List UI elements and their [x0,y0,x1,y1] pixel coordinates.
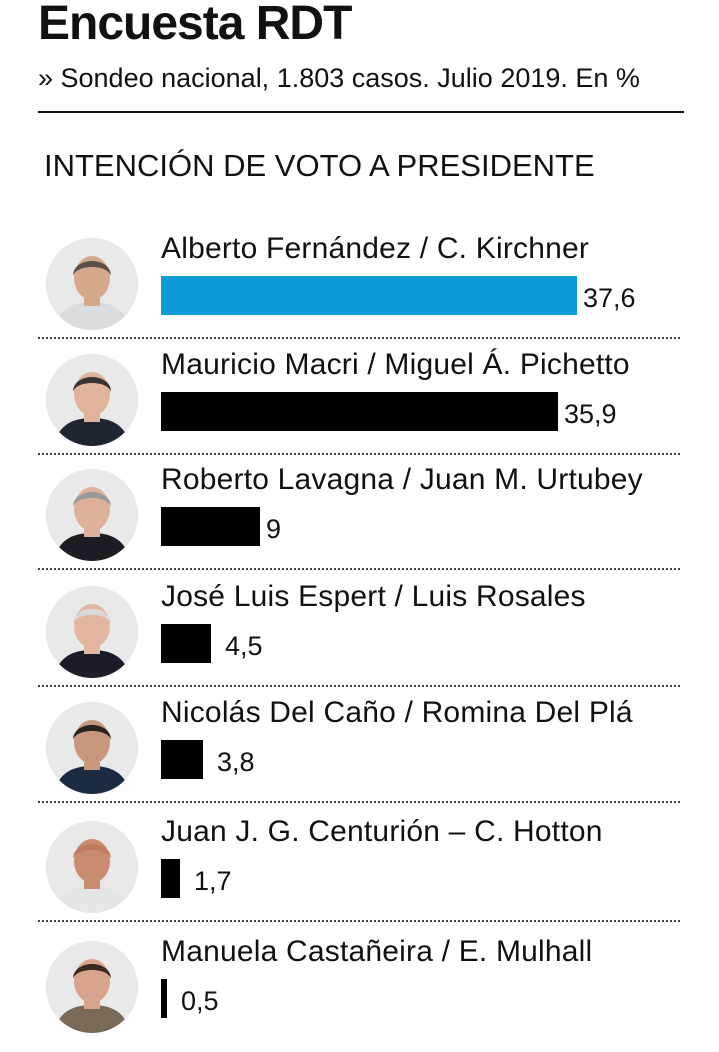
bar-value-label: 1,7 [194,866,232,896]
bar-value-label: 35,9 [564,399,617,429]
header-divider [38,111,684,113]
bar-category-label: Juan J. G. Centurión – C. Hotton [161,815,603,848]
bar-category-label: Nicolás Del Caño / Romina Del Plá [161,696,633,729]
chart-row: Juan J. G. Centurión – C. Hotton 1,7 [0,815,719,932]
row-separator [38,337,680,339]
row-separator [38,568,680,570]
chart-row: Manuela Castañeira / E. Mulhall 0,5 [0,935,719,1052]
portrait-icon [46,941,138,1033]
bar-category-label: Mauricio Macri / Miguel Á. Pichetto [161,348,630,381]
portrait-icon [46,354,138,446]
row-separator [38,685,680,687]
bar-value-label: 4,5 [225,631,263,661]
bar-category-label: José Luis Espert / Luis Rosales [161,580,586,613]
bar [161,740,203,779]
chart-row: José Luis Espert / Luis Rosales 4,5 [0,580,719,697]
bar-value-label: 9 [266,514,282,544]
portrait-icon [46,469,138,561]
bar [161,392,558,431]
bar-category-label: Roberto Lavagna / Juan M. Urtubey [161,463,643,496]
row-separator [38,920,680,922]
portrait-icon [46,821,138,913]
bar-value-label: 37,6 [583,283,636,313]
bar-category-label: Alberto Fernández / C. Kirchner [161,232,590,265]
row-separator [38,453,680,455]
chart-title: Encuesta RDT [38,0,352,50]
bar-value-label: 3,8 [217,747,255,777]
chart-row: Roberto Lavagna / Juan M. Urtubey 9 [0,463,719,580]
bar [161,507,260,546]
portrait-icon [46,238,138,330]
bar [161,979,167,1018]
portrait-icon [46,586,138,678]
bar [161,624,211,663]
row-separator [38,801,680,803]
chart-subtitle: » Sondeo nacional, 1.803 casos. Julio 20… [38,63,640,93]
chart-row: Alberto Fernández / C. Kirchner 37,6 [0,232,719,349]
bar-value-label: 0,5 [181,986,219,1016]
chart-row: Nicolás Del Caño / Romina Del Plá 3,8 [0,696,719,813]
chart-row: Mauricio Macri / Miguel Á. Pichetto 35,9 [0,348,719,465]
bar [161,859,180,898]
bar [161,276,577,315]
section-heading: INTENCIÓN DE VOTO A PRESIDENTE [44,148,595,183]
bar-category-label: Manuela Castañeira / E. Mulhall [161,935,593,968]
portrait-icon [46,702,138,794]
